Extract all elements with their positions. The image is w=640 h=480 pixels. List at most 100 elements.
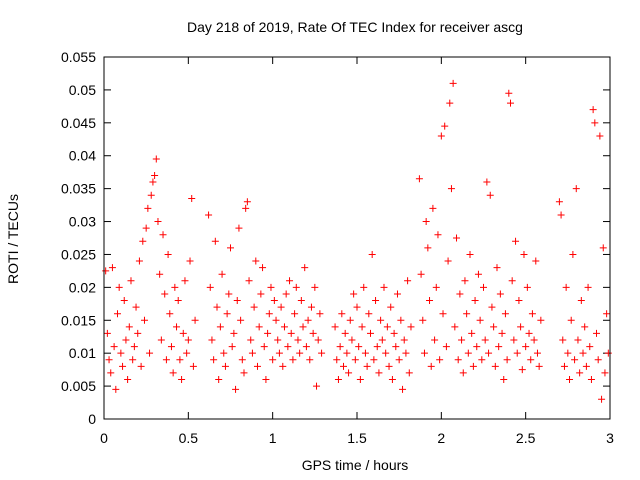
data-point [333,356,341,364]
data-point [340,362,348,370]
data-point [420,349,428,357]
data-point [598,395,606,403]
data-point [441,122,449,130]
data-point [528,310,536,318]
data-point [314,336,322,344]
data-point [225,290,233,298]
data-point [488,303,496,311]
data-point [227,244,234,252]
data-point [587,376,595,384]
y-tick-label: 0.05 [69,82,96,98]
data-point [399,385,407,393]
data-point [512,237,520,245]
data-point [434,231,442,239]
data-point [375,369,383,377]
y-tick-label: 0.005 [61,378,96,394]
data-point [571,356,579,364]
data-point [530,336,538,344]
data-point [567,316,575,324]
data-point [515,297,523,305]
data-point [291,310,299,318]
data-point [296,349,304,357]
data-point [444,257,452,265]
data-point [599,244,607,252]
y-tick-label: 0 [88,411,96,427]
data-point [220,349,228,357]
data-point [577,297,585,305]
data-point [513,349,521,357]
data-point [286,277,294,285]
data-point [382,349,390,357]
data-point [124,376,132,384]
data-point [478,356,486,364]
data-point [404,277,412,285]
data-point [584,283,592,291]
data-point [120,297,128,305]
data-point [115,283,123,291]
x-tick-label: 2.5 [516,430,536,446]
data-point [486,191,494,199]
data-point [274,336,282,344]
data-point [228,343,236,351]
data-point [113,310,121,318]
data-point [269,356,277,364]
data-point [501,310,509,318]
data-point [346,316,354,324]
data-point [429,204,437,212]
data-point [294,336,302,344]
data-point [270,297,278,305]
data-point [152,155,160,163]
data-point [282,290,290,298]
data-point [459,369,467,377]
data-point [154,218,162,226]
data-point [140,316,148,324]
data-point [233,297,241,305]
data-point [508,277,516,285]
data-point [247,336,255,344]
data-point [259,264,267,272]
y-tick-label: 0.02 [69,279,96,295]
data-point [174,297,182,305]
data-point [164,250,172,258]
data-point [134,329,142,337]
data-point [191,316,199,324]
data-point [505,89,513,97]
data-point [604,349,612,357]
data-point [144,204,152,212]
data-point [208,336,216,344]
data-point [267,283,275,291]
data-point [289,356,297,364]
data-point [351,356,359,364]
data-point [264,329,272,337]
data-point [292,283,300,291]
data-point [439,310,447,318]
y-tick-label: 0.015 [61,312,96,328]
data-point [188,195,196,203]
data-point [125,323,133,331]
data-point [490,323,498,331]
x-tick-label: 3 [606,430,614,446]
data-point [129,356,137,364]
data-point [566,376,574,384]
data-point [517,323,525,331]
data-point [304,316,312,324]
data-point [446,99,454,107]
data-point [235,224,243,232]
data-point [343,349,351,357]
data-point [110,343,118,351]
data-point [105,356,113,364]
data-point [422,218,430,226]
data-point [436,356,444,364]
data-point [471,297,479,305]
data-point [485,349,493,357]
data-point [299,323,307,331]
data-point [387,303,395,311]
data-point [316,310,324,318]
data-point [301,264,309,272]
data-point [237,316,245,324]
data-point [476,316,484,324]
data-point [341,329,349,337]
data-point [345,369,353,377]
data-point [495,343,503,351]
data-point [576,369,584,377]
